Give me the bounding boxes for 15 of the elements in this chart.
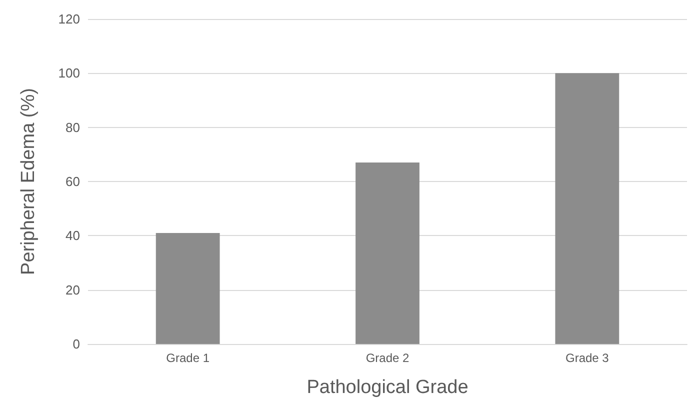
y-tick-label: 80 — [66, 120, 80, 135]
bar — [356, 162, 420, 344]
y-tick-label: 60 — [66, 174, 80, 189]
y-tick-label: 20 — [66, 282, 80, 298]
y-axis-title: Peripheral Edema (%) — [18, 88, 39, 275]
x-tick-label: Grade 3 — [565, 351, 610, 365]
x-tick-label: Grade 2 — [366, 351, 410, 365]
bar — [555, 73, 620, 344]
y-tick-label: 0 — [72, 336, 80, 352]
y-tick-label: 40 — [66, 228, 80, 244]
x-tick-label: Grade 1 — [166, 351, 210, 365]
x-axis-title: Pathological Grade — [306, 377, 468, 398]
y-tick-label: 120 — [58, 12, 80, 26]
bar — [156, 232, 220, 344]
y-tick-label: 100 — [58, 66, 80, 81]
